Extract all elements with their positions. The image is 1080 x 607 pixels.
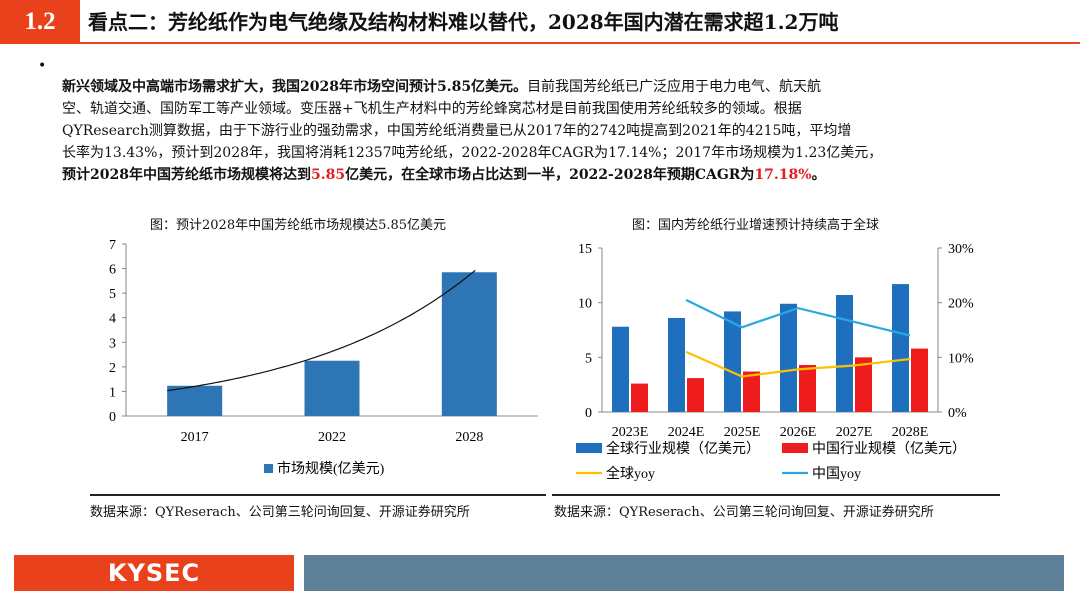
y-tick-label: 2 <box>109 361 116 376</box>
right-chart-caption: 图：国内芳纶纸行业增速预计持续高于全球 <box>632 218 880 233</box>
para-line-1: 新兴领域及中高端市场需求扩大，我国2028年市场空间预计5.85亿美元。目前我国… <box>62 76 1042 98</box>
bar-global-2025E <box>724 311 741 412</box>
para-line5-a: 预计2028年中国芳纶纸市场规模将达到 <box>62 167 311 183</box>
bar-china-2026E <box>799 364 816 412</box>
bar-global-2027E <box>836 295 853 412</box>
y-tick-label: 3 <box>109 336 116 351</box>
bar-2022 <box>304 360 360 416</box>
section-number: 1.2 <box>0 0 80 44</box>
y-tick-label: 4 <box>109 312 116 327</box>
bar-china-2025E <box>743 371 760 412</box>
y2-tick-label: 0% <box>948 406 967 421</box>
legend-label: 全球yoy <box>606 465 655 482</box>
left-bar-chart: 0 1 2 3 4 5 6 7 2017 2022 2028 市场规模(亿美元) <box>109 238 538 477</box>
right-chart-source: 数据来源：QYReserach、公司第三轮问询回复、开源证券研究所 <box>554 505 934 520</box>
x-tick-label: 2028 <box>455 430 483 445</box>
para-line-2: 空、轨道交通、国防军工等产业领域。变压器+飞机生产材料中的芳纶蜂窝芯材是目前我国… <box>62 101 802 117</box>
legend-label: 中国行业规模（亿美元） <box>812 441 966 457</box>
bar-china-2023E <box>631 383 648 412</box>
x-tick-label: 2028E <box>892 425 929 440</box>
para-line-4: 长率为13.43%，预计到2028年，我国将消耗12357吨芳纶纸，2022-2… <box>62 145 883 161</box>
legend-swatch <box>576 443 602 453</box>
bar-global-2023E <box>612 326 629 412</box>
x-tick-label: 2027E <box>836 425 873 440</box>
y-tick-label: 10 <box>578 297 592 312</box>
y2-tick-label: 20% <box>948 297 974 312</box>
highlight-market-size: 5.85 <box>310 167 346 183</box>
global-yoy-line <box>685 350 911 378</box>
china-yoy-line <box>685 298 911 337</box>
para-line5-b: 亿美元，在全球市场占比达到一半，2022-2028年预期CAGR为 <box>345 167 755 183</box>
slide-title: 看点二：芳纶纸作为电气绝缘及结构材料难以替代，2028年国内潜在需求超1.2万吨 <box>88 10 839 34</box>
right-source-rule <box>552 494 1000 496</box>
para-line1-rest: 目前我国芳纶纸已广泛应用于电力电气、航天航 <box>527 79 822 95</box>
bar-global-2024E <box>668 317 685 412</box>
y-tick-label: 15 <box>578 242 592 257</box>
para-lead: 新兴领域及中高端市场需求扩大，我国2028年市场空间预计5.85亿美元。 <box>62 79 528 95</box>
slide-header: 1.2 看点二：芳纶纸作为电气绝缘及结构材料难以替代，2028年国内潜在需求超1… <box>0 0 1080 44</box>
bullet-mark: • <box>38 58 47 74</box>
left-source-rule <box>90 494 546 496</box>
legend-label: 全球行业规模（亿美元） <box>606 440 760 457</box>
para-line-5: 预计2028年中国芳纶纸市场规模将达到5.85亿美元，在全球市场占比达到一半，2… <box>62 164 1042 186</box>
highlight-cagr: 17.18% <box>754 167 812 183</box>
y-tick-label: 5 <box>585 351 592 366</box>
x-tick-label: 2024E <box>668 425 705 440</box>
legend-swatch <box>782 443 808 453</box>
y-tick-label: 6 <box>109 263 116 278</box>
bar-china-2028E <box>911 348 928 412</box>
bar-china-2027E <box>855 357 872 412</box>
legend-swatch <box>264 464 273 473</box>
kysec-logo: KYSEC <box>14 555 294 591</box>
legend-label: 市场规模(亿美元) <box>277 460 385 477</box>
body-paragraph: 新兴领域及中高端市场需求扩大，我国2028年市场空间预计5.85亿美元。目前我国… <box>62 76 1042 186</box>
y2-tick-label: 10% <box>948 351 974 366</box>
y-tick-label: 0 <box>109 410 116 425</box>
legend-label: 中国yoy <box>812 466 861 482</box>
x-tick-label: 2022 <box>318 430 346 445</box>
y2-tick-label: 30% <box>948 242 974 257</box>
bar-2017 <box>167 385 223 416</box>
bar-global-2026E <box>780 303 797 412</box>
right-combo-chart: 0 5 10 15 0% 10% 20% 30% 2023E 2024E 2025E 2026E 202… <box>576 242 974 482</box>
x-tick-label: 2026E <box>780 425 817 440</box>
para-line-3: QYResearch测算数据，由于下游行业的强劲需求，中国芳纶纸消费量已从201… <box>62 123 852 139</box>
header-divider <box>80 42 1080 44</box>
footer-band <box>304 555 1064 591</box>
para-line5-c: 。 <box>811 167 826 183</box>
bar-2028 <box>441 272 497 416</box>
left-chart-caption: 图：预计2028年中国芳纶纸市场规模达5.85亿美元 <box>150 218 447 233</box>
bar-global-2028E <box>892 284 909 412</box>
left-chart-source: 数据来源：QYReserach、公司第三轮问询回复、开源证券研究所 <box>90 505 470 520</box>
x-tick-label: 2017 <box>181 430 209 445</box>
x-tick-label: 2025E <box>724 425 761 440</box>
trend-line <box>167 269 476 392</box>
y-tick-label: 7 <box>109 238 116 253</box>
y-tick-label: 5 <box>109 287 116 302</box>
bar-china-2024E <box>687 378 704 412</box>
footer: KYSEC <box>14 555 1064 591</box>
y-tick-label: 0 <box>585 406 592 421</box>
y-tick-label: 1 <box>109 385 116 400</box>
x-tick-label: 2023E <box>612 425 649 440</box>
